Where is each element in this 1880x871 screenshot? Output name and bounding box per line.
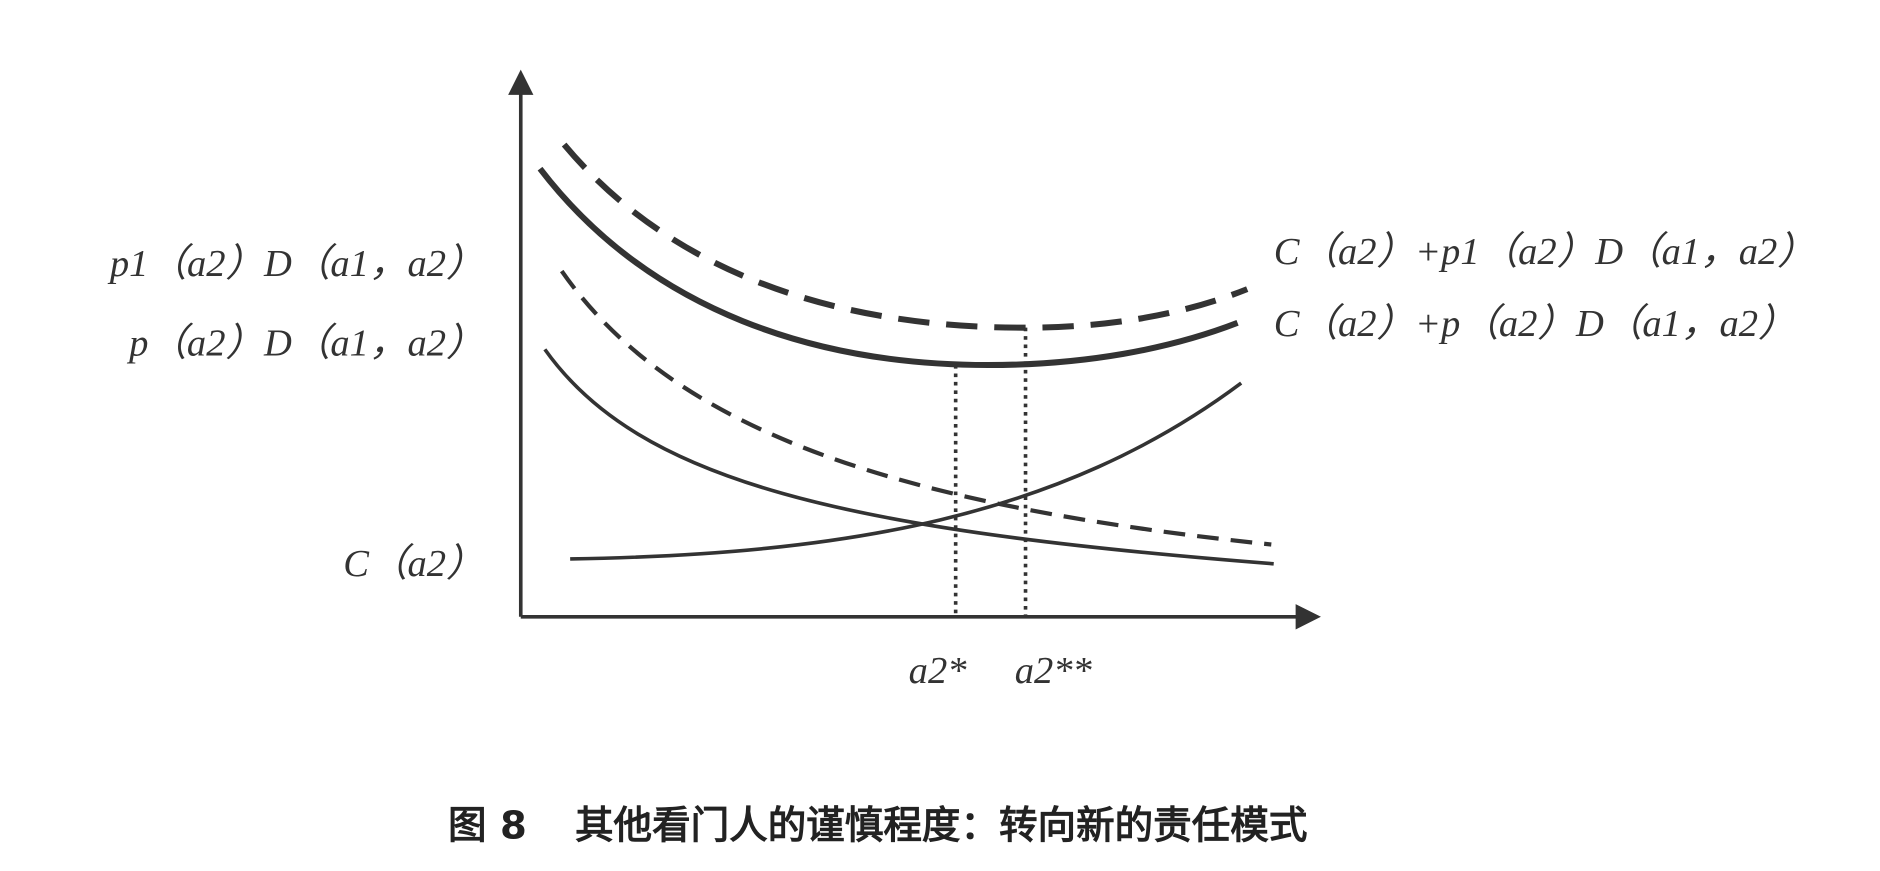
x-label: a2* (909, 650, 968, 692)
y-label: p（a2）D（a1，a2） (126, 322, 485, 364)
total-cost-curve-p (537, 166, 1239, 369)
curve-label: C（a2）+p（a2）D（a1，a2） (1274, 303, 1797, 345)
curve-label: C（a2）+p1（a2）D（a1，a2） (1274, 231, 1816, 273)
y-label: p1（a2）D（a1，a2） (107, 243, 485, 285)
care-cost-curve (570, 381, 1243, 561)
x-label: a2** (1015, 650, 1093, 692)
expected-damage-curve-p1 (559, 269, 1272, 547)
expected-damage-curve-p (543, 348, 1274, 566)
caption-label: 图 8 (448, 803, 527, 848)
total-cost-curve-p1 (561, 142, 1249, 331)
caption-text: 其他看门人的谨慎程度：转向新的责任模式 (575, 803, 1307, 848)
y-label: C（a2） (343, 543, 484, 585)
